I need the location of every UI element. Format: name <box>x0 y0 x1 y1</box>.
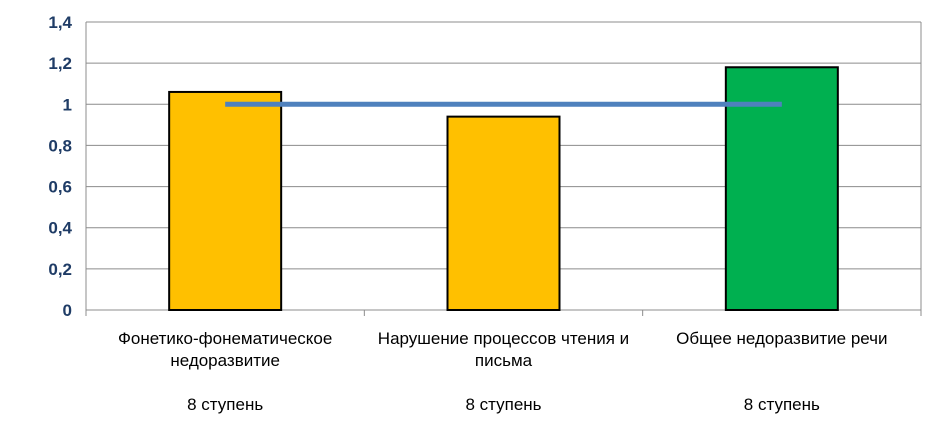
x-category-label: Общее недоразвитие речи <box>676 329 887 348</box>
bar <box>724 66 839 311</box>
y-tick-label: 1,2 <box>48 54 72 73</box>
y-tick-label: 1,4 <box>48 13 72 32</box>
bar <box>168 90 283 311</box>
x-category-label: Фонетико-фонематическое <box>118 329 332 348</box>
y-tick-label: 0,6 <box>48 178 72 197</box>
x-category-sublabel: 8 ступень <box>744 395 820 414</box>
y-tick-label: 0,4 <box>48 219 72 238</box>
x-category-label: письма <box>475 351 533 370</box>
x-category-sublabel: 8 ступень <box>187 395 263 414</box>
x-axis-category-labels: Фонетико-фонематическое недоразвитие 8 сту… <box>118 329 888 414</box>
y-tick-label: 0 <box>63 301 72 320</box>
x-category-label: Нарушение процессов чтения и <box>378 329 629 348</box>
x-category-label: недоразвитие <box>170 351 280 370</box>
y-tick-label: 0,2 <box>48 260 72 279</box>
bar <box>446 115 561 311</box>
y-tick-label: 1 <box>63 95 72 114</box>
x-category-sublabel: 8 ступень <box>465 395 541 414</box>
y-axis-tick-labels: 0 0,2 0,4 0,6 0,8 1 1,2 1,4 <box>48 13 72 320</box>
y-tick-label: 0,8 <box>48 136 72 155</box>
bar-series <box>168 66 839 311</box>
